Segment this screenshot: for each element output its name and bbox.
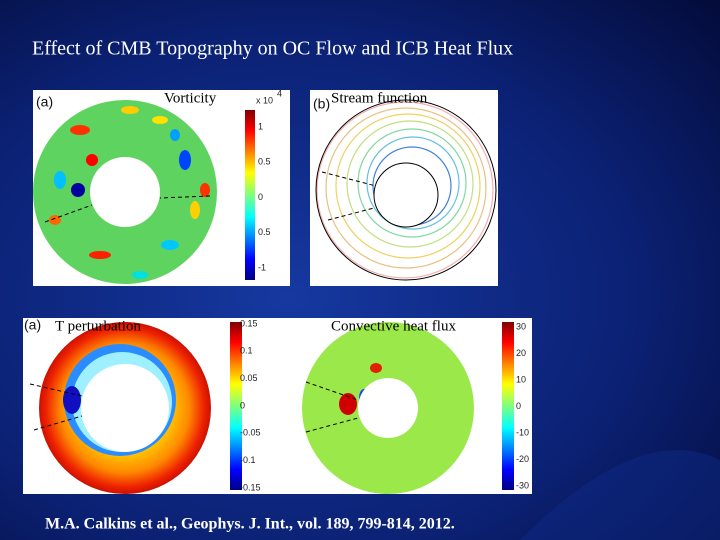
inner-core <box>373 162 439 228</box>
panel-label: (b) <box>293 317 310 333</box>
colorbar-tick-label: 20 <box>516 348 526 358</box>
colorbar-tick-label: -0.05 <box>240 428 261 438</box>
vortices <box>49 106 210 279</box>
colorbar-tick-label: 0.5 <box>258 227 271 237</box>
inner-core <box>90 157 160 227</box>
dashed-line <box>29 383 83 397</box>
panel-temperature <box>23 318 290 494</box>
panel-label: (a) <box>36 94 53 110</box>
colorbar-tick-label: -30 <box>516 480 529 490</box>
colorbar-tick-label: 1 <box>258 121 263 131</box>
dashed-line <box>159 195 211 199</box>
inner-core <box>358 378 418 438</box>
panel-title: Convective heat flux <box>331 318 456 334</box>
anomaly <box>370 363 382 373</box>
colorbar <box>230 322 242 490</box>
colorbar-tick-label: 0.5 <box>258 157 271 167</box>
colorbar-tick-label: -0.1 <box>240 455 256 465</box>
colorbar-tick-label: -10 <box>516 427 529 437</box>
colorbar-tick-label: 30 <box>516 321 526 331</box>
colorbar-ticks: 1 0.5 0 0.5 -1 0.15 0.1 0.05 0 -0.05 -0.1 -0.15 30 20… <box>240 121 529 492</box>
anomaly <box>63 386 81 414</box>
dashed-line <box>327 207 375 221</box>
panel-heat-flux <box>290 318 532 494</box>
colorbar-tick-label: -1 <box>258 262 266 272</box>
outer-boundary <box>315 99 497 281</box>
dashed-line <box>305 417 359 433</box>
colorbar <box>245 110 255 280</box>
colorbar-tick-label: 0.15 <box>240 318 258 328</box>
dashed-line <box>33 415 83 431</box>
colorbar-tick-label: -0.15 <box>240 482 261 492</box>
contours <box>316 101 494 279</box>
decoration <box>520 450 720 540</box>
colorbar-tick-label: 0 <box>258 192 263 202</box>
panel-stream <box>310 90 498 286</box>
colorbar-tick-label: 0 <box>516 401 521 411</box>
panel-label: (a) <box>24 317 41 333</box>
colorbar-multiplier: x 10 <box>256 95 273 105</box>
colorbar-tick-label: 10 <box>516 374 526 384</box>
dashed-line <box>44 204 93 223</box>
dashed-line <box>321 171 377 187</box>
panel-label: (b) <box>313 96 330 112</box>
citation: M.A. Calkins et al., Geophys. J. Int., v… <box>45 516 455 533</box>
colorbar-tick-label: 0 <box>240 400 245 410</box>
inner-core <box>81 364 169 452</box>
dashed-line <box>305 381 359 401</box>
panel-vorticity <box>33 90 290 286</box>
slide-title: Effect of CMB Topography on OC Flow and … <box>32 38 513 60</box>
panel-title: Vorticity <box>164 90 217 106</box>
colorbar <box>502 322 514 490</box>
colorbar-tick-label: 0.05 <box>240 373 258 383</box>
colorbar-tick-label: -20 <box>516 454 529 464</box>
colorbar-exponent: 4 <box>277 88 282 98</box>
panel-title: T perturbation <box>55 318 141 334</box>
panel-title: Stream function <box>331 90 428 106</box>
colorbar-tick-label: 0.1 <box>240 346 253 356</box>
